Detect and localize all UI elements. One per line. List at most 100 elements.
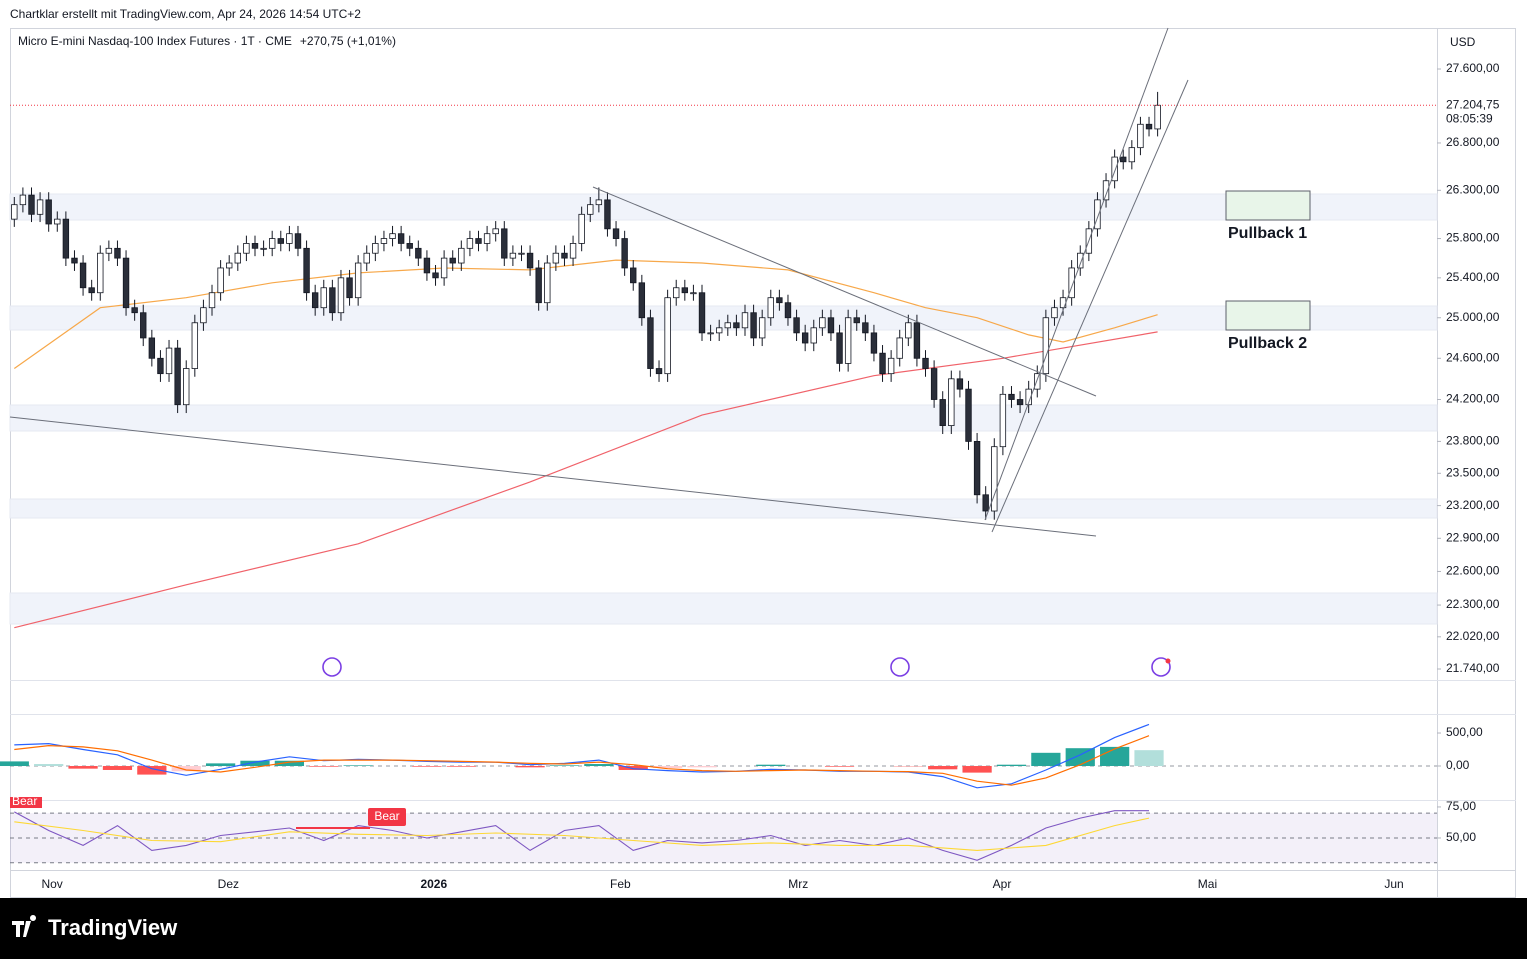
candle-body [311,292,319,309]
zone [9,498,1438,519]
x-tick-label: Feb [610,877,631,891]
candle-body [681,287,689,294]
candle-body [638,282,646,319]
x-tick-label: 2026 [420,877,447,891]
candle-body [776,297,783,304]
y-tick-label: 22.900,00 [1446,530,1500,544]
candle-body [956,378,964,390]
candle-body [294,233,302,249]
candle-body [535,267,542,304]
candle-body [226,262,233,269]
candle-body [836,332,843,364]
y-tick-label: 26.300,00 [1446,182,1500,196]
candle-body [578,213,585,244]
x-tick-label: Dez [218,877,239,891]
candle-body [552,252,560,264]
candle-body [1025,388,1032,406]
candle-body [268,238,276,249]
candle-body [862,322,869,334]
histogram-bar [1134,750,1164,767]
candle-body [1111,156,1118,182]
histogram-bar [309,766,339,767]
y-tick-label: 23.800,00 [1446,434,1500,448]
candle-body [501,228,508,259]
candle-body [784,302,792,319]
candle-body [329,287,336,314]
candle-body [191,322,199,369]
macd-line [14,723,1150,789]
zone [9,305,1438,331]
candle-body [810,327,817,344]
candle-body [131,307,138,314]
histogram-bar [446,766,476,767]
histogram-bar [996,764,1027,767]
candle-body [251,243,259,249]
signal-tag [368,808,406,826]
x-tick-label: Mrz [788,877,808,891]
histogram-bar [102,766,133,770]
histogram-bar [137,766,167,775]
candle-body [19,194,27,206]
candle-body [415,247,422,259]
candle-body [870,332,878,354]
candle-body [397,233,405,244]
histogram-bar [274,760,304,767]
candle-body [122,257,130,309]
candle-body [1145,123,1153,130]
candle-body [948,378,955,427]
candle-body [148,337,156,359]
histogram-bar [824,766,855,767]
candle-body [1128,147,1136,163]
candle-body [733,322,740,329]
y-tick-label: 23.500,00 [1446,465,1500,479]
histogram-bar [928,766,958,770]
candle-body [930,368,938,400]
candle-body [750,312,757,339]
candle-body [819,317,826,329]
candle-body [466,238,474,249]
histogram-bar [584,764,614,767]
candle-body [140,312,147,339]
moving-average [13,259,1158,369]
candle-body [406,243,413,249]
candle-body [337,277,345,314]
candle-body [1120,156,1127,163]
pullback-box [1225,190,1311,221]
macd-line [14,735,1150,786]
candle-body [509,252,517,259]
candle-body [277,238,284,244]
candle-body [243,243,250,254]
zone [9,404,1438,432]
candle-body [518,252,525,255]
candle-body [260,247,267,250]
candle-body [896,337,903,359]
candle-body [54,218,61,225]
y-tick-label: 22.020,00 [1446,629,1500,643]
event-icon [1151,657,1171,677]
histogram-bar [412,766,442,767]
candle-body [913,322,921,359]
y-tick-label: 75,00 [1446,799,1476,813]
x-tick-label: Mai [1198,877,1217,891]
histogram-bar [515,766,545,768]
histogram-bar [756,764,786,767]
y-tick-label: 0,00 [1446,758,1470,772]
candle-body [1008,393,1015,400]
candle-body [716,327,723,334]
candle-body [853,317,860,324]
candle-body [11,204,18,220]
candle-body [767,297,774,319]
countdown: 08:05:39 [1446,111,1493,125]
y-tick-label: 24.200,00 [1446,392,1500,406]
candle-body [587,204,594,215]
candle-body [97,252,104,294]
histogram-bar [205,763,236,767]
rsi-line [14,810,1149,861]
signal-tag [10,797,42,808]
candle-body [346,277,353,299]
candle-body [475,238,482,244]
candle-body [569,243,577,259]
histogram-bar [34,764,64,767]
y-tick-label: 500,00 [1446,725,1483,739]
